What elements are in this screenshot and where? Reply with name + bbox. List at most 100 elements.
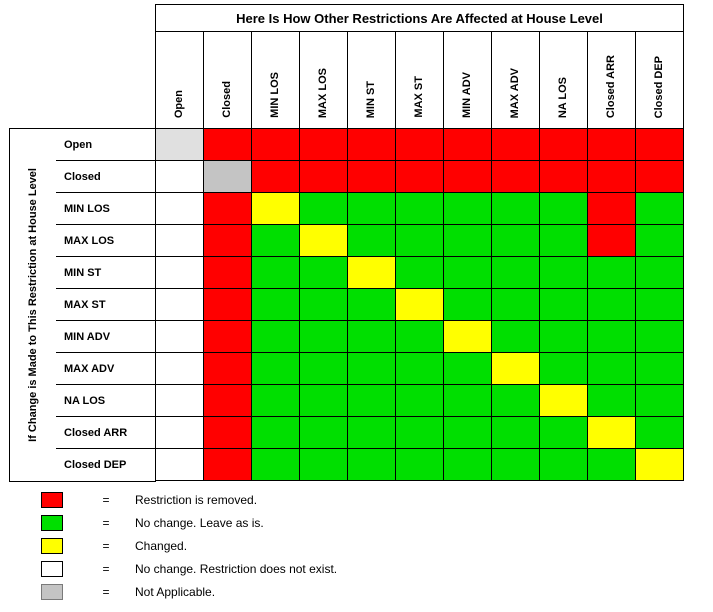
matrix-cell [252,449,300,481]
matrix-cell [300,161,348,193]
matrix-cell [204,321,252,353]
matrix-grid [155,128,684,481]
row-label-cell: Closed [56,161,156,193]
legend-equals: = [102,539,110,553]
column-header-label: MAX ST [413,76,425,118]
matrix-cell [636,321,684,353]
matrix-cell [156,321,204,353]
matrix-cell [396,257,444,289]
column-header-label: MIN ST [365,80,377,118]
row-label-cell: MAX ST [56,289,156,321]
matrix-cell [204,289,252,321]
matrix-cell [204,353,252,385]
matrix-cell [540,385,588,417]
matrix-cell [636,193,684,225]
matrix-cell [396,385,444,417]
matrix-cell [156,289,204,321]
legend-swatch [41,492,63,508]
matrix-cell [396,449,444,481]
matrix-cell [300,289,348,321]
side-axis-label: If Change is Made to This Restriction at… [26,168,39,442]
row-label-cell: NA LOS [56,385,156,417]
column-header-cell: NA LOS [540,32,588,129]
matrix-cell [348,257,396,289]
legend-row: = No change. Restriction does not exist. [41,561,461,584]
matrix-cell [204,225,252,257]
column-header-cell: Closed [204,32,252,129]
matrix-cell [300,417,348,449]
matrix-cell [396,161,444,193]
row-label-cell: Closed DEP [64,459,127,471]
row-labels: Open Closed MIN LOS MAX LOS MIN ST MAX ST MIN … [56,128,156,482]
row-label-cell: MIN LOS [56,193,156,225]
matrix-cell [540,353,588,385]
matrix-cell [348,385,396,417]
matrix-cell [252,193,300,225]
column-header-cell: Closed DEP [636,32,684,129]
matrix-cell [444,289,492,321]
matrix-cell [156,449,204,481]
matrix-cell [252,353,300,385]
row-label-cell: MIN ADV [56,321,156,353]
matrix-cell [396,417,444,449]
matrix-cell [444,161,492,193]
matrix-cell [588,449,636,481]
matrix-cell [636,289,684,321]
matrix-cell [300,321,348,353]
column-header-label: MIN ADV [461,71,473,118]
column-header-label: Open [173,89,185,118]
legend-label: No change. Restriction does not exist. [135,562,338,576]
matrix-cell [300,129,348,161]
matrix-cell [348,161,396,193]
matrix-cell [396,353,444,385]
column-header-cell: Closed ARR [588,32,636,129]
column-headers: Open Closed MIN LOS MAX LOS MIN ST MAX ST MIN … [155,31,684,129]
row-label-cell: MAX LOS [56,225,156,257]
matrix-cell [588,321,636,353]
matrix-cell [492,417,540,449]
matrix-cell [252,129,300,161]
matrix-cell [444,257,492,289]
column-header-label: Closed ARR [605,54,617,118]
matrix-cell [204,129,252,161]
matrix-cell [492,289,540,321]
matrix-cell [636,257,684,289]
legend-swatch [41,515,63,531]
matrix-cell [156,129,204,161]
matrix-cell [492,193,540,225]
matrix-cell [444,353,492,385]
matrix-cell [636,417,684,449]
matrix-cell [540,129,588,161]
column-header-label: MAX LOS [317,67,329,118]
matrix-cell [348,129,396,161]
legend-swatch [41,538,63,554]
matrix-cell [396,225,444,257]
legend-label: Not Applicable. [135,585,216,599]
matrix-cell [204,385,252,417]
matrix-cell [300,225,348,257]
matrix-cell [492,129,540,161]
matrix-cell [492,321,540,353]
row-label-cell: Closed ARR [56,417,156,449]
column-header-label: MIN LOS [269,72,281,118]
matrix-cell [252,385,300,417]
matrix-cell [588,225,636,257]
matrix-cell [492,161,540,193]
matrix-cell [204,449,252,481]
legend-equals: = [102,493,110,507]
column-header-cell: MIN ADV [444,32,492,129]
legend-label: Restriction is removed. [135,493,258,507]
matrix-cell [588,129,636,161]
matrix-cell [396,289,444,321]
matrix-cell [492,385,540,417]
matrix-cell [492,225,540,257]
matrix-cell [444,417,492,449]
legend-row: = Restriction is removed. [41,492,461,515]
column-header-label: MAX ADV [509,67,521,118]
matrix-cell [540,321,588,353]
matrix-cell [156,193,204,225]
legend-label: No change. Leave as is. [135,516,264,530]
matrix-cell [156,161,204,193]
row-label-cell: MAX ADV [56,353,156,385]
